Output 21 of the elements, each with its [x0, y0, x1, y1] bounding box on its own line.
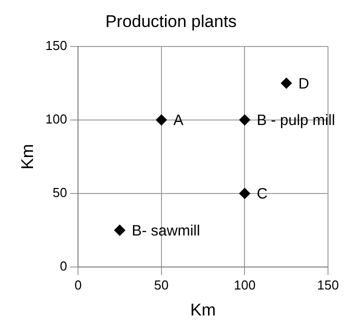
annotation: B - pulp mill: [256, 112, 336, 130]
y-tick-label: 0: [60, 258, 68, 274]
x-axis-title: Km: [190, 300, 216, 320]
y-tick-label: 150: [45, 38, 68, 53]
point: [156, 114, 167, 126]
y-tick-label: 50: [52, 185, 68, 200]
annotation: D: [298, 75, 310, 92]
point: [280, 78, 292, 89]
point: [239, 188, 250, 199]
chart-title: Production plants: [105, 12, 237, 31]
annotation: C: [256, 186, 268, 203]
point: [239, 114, 250, 126]
point: [114, 224, 126, 236]
x-tick-label: 50: [154, 277, 169, 292]
annotation: A: [173, 112, 184, 130]
y-axis-title: Km: [18, 144, 37, 170]
y-tick-label: 100: [45, 112, 68, 127]
x-tick-label: 150: [317, 277, 339, 292]
x-tick-label: 100: [234, 277, 256, 292]
annotation: B- sawmill: [132, 222, 200, 240]
x-tick-label: 0: [74, 277, 82, 292]
